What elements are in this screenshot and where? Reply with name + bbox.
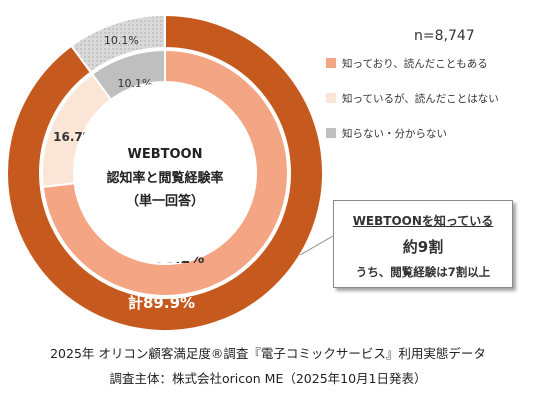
footer-line2: 調査主体：株式会社oricon ME（2025年10月1日発表） [109,371,427,386]
callout-line2: 約9割 [402,238,444,256]
callout-pointer [299,235,334,256]
callout-line3: うち、閲覧経験は7割以上 [355,265,491,279]
legend-item: 知らない・分からない [326,126,536,140]
legend-swatch [326,58,336,68]
legend-label: 知っており、読んだこともある [342,57,488,70]
donut-center [75,83,255,263]
legend: 知っており、読んだこともある 知っているが、読んだことはない 知らない・分からな… [326,56,536,161]
outer-ring-slice [6,13,324,332]
legend-item: 知っているが、読んだことはない [326,91,536,105]
legend-label: 知らない・分からない [342,127,447,140]
center-label-line: （単一回答） [126,193,204,209]
inner-ring-slice [41,48,289,297]
sample-size: n=8,747 [414,28,475,44]
callout-box: WEBTOONを知っている 約9割 うち、閲覧経験は7割以上 [333,200,513,288]
outer-slice-label: 10.1% [104,34,139,47]
inner-ring-slice [90,48,166,102]
outer-ring-slice [69,13,166,74]
center-label-line: WEBTOON [128,147,203,162]
legend-swatch [326,93,336,103]
center-label-line: 認知率と閲覧経験率 [106,170,223,186]
footer-line1: 2025年 オリコン顧客満足度®調査『電子コミックサービス』利用実態データ [50,346,486,361]
legend-swatch [326,128,336,138]
legend-label: 知っているが、読んだことはない [342,92,499,105]
callout-line1: WEBTOONを知っている [352,214,494,228]
legend-item: 知っており、読んだこともある [326,56,536,70]
outer-slice-label: 計89.9% [128,294,195,312]
